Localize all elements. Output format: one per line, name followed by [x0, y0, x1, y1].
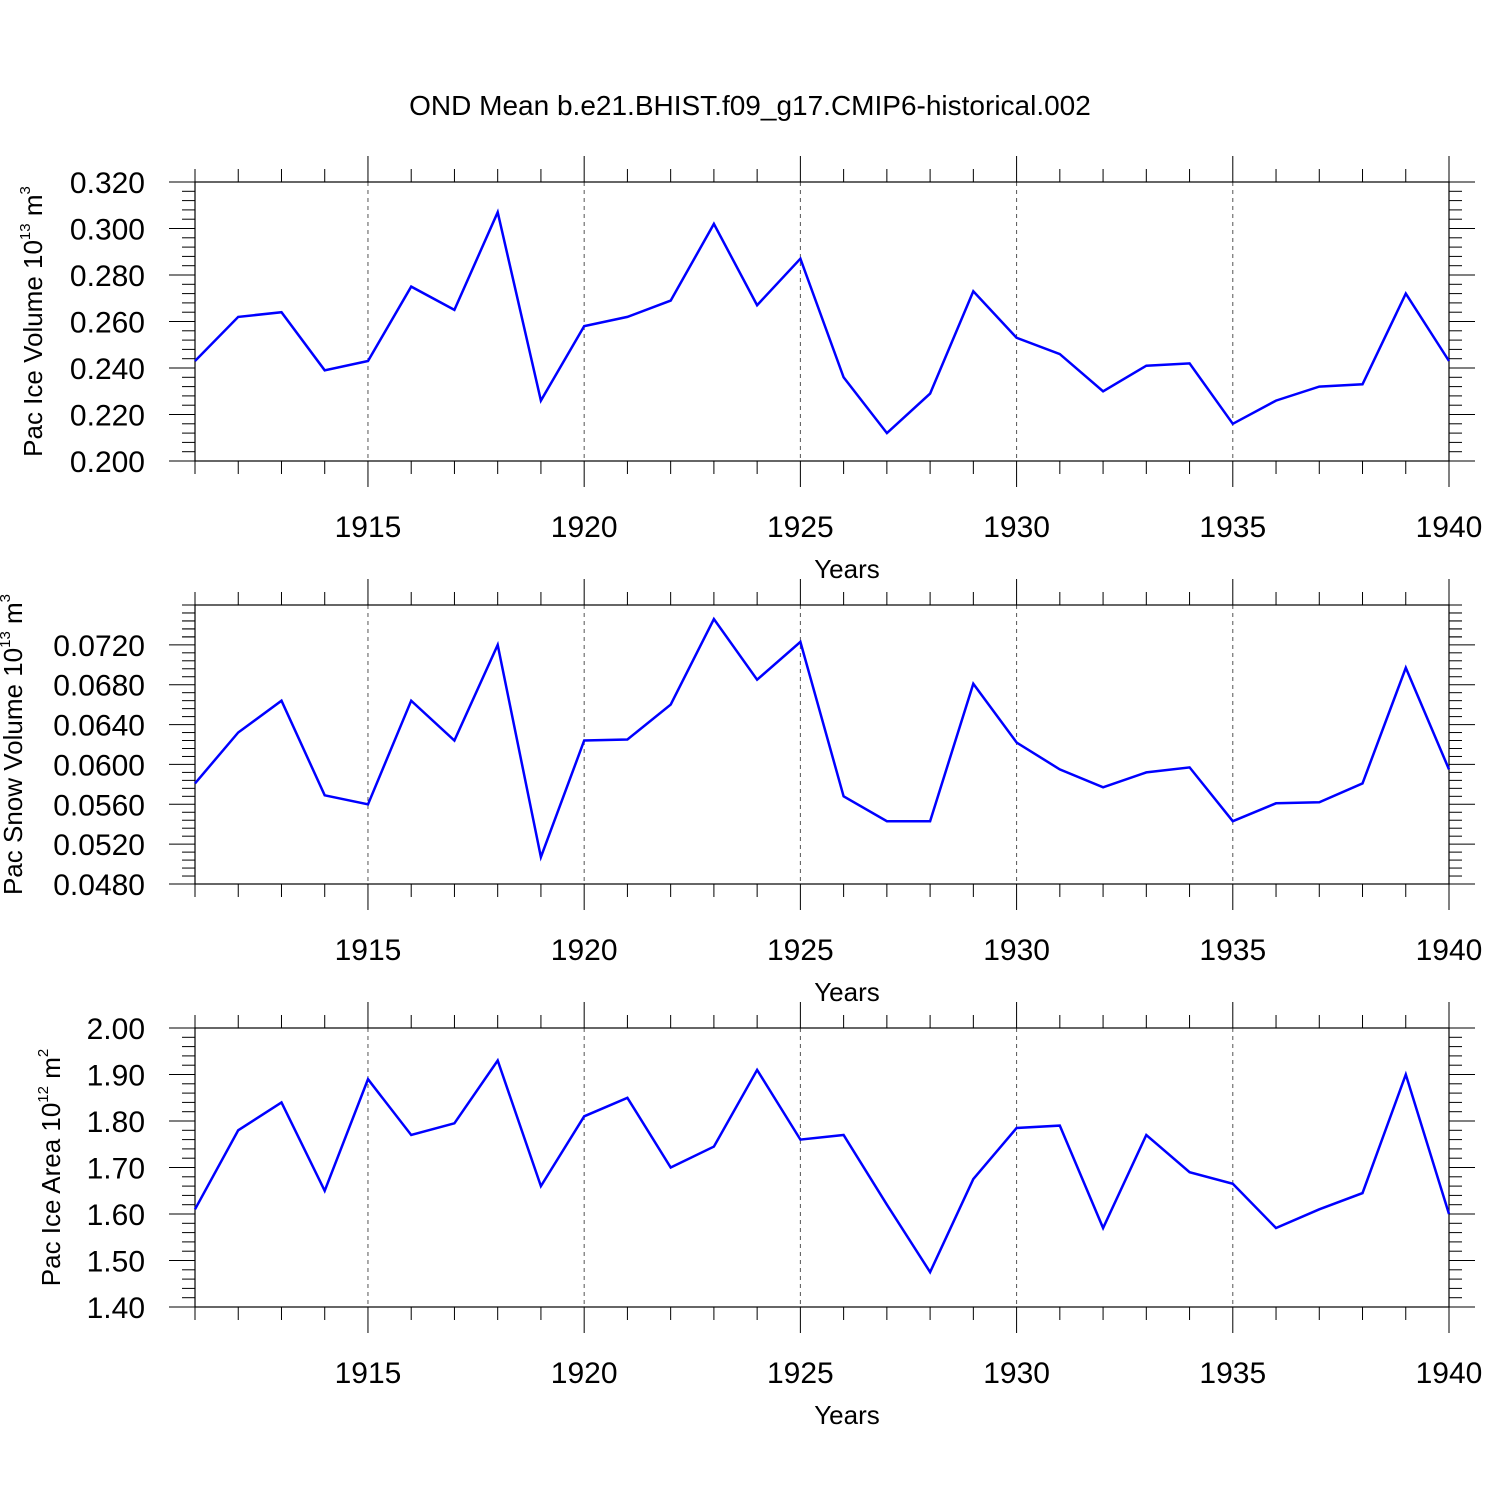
plot-frame	[194, 1027, 1450, 1308]
y-axis-label-exponent: 12	[35, 1086, 52, 1103]
y-axis-label-text: Pac Ice Volume 10	[18, 240, 48, 457]
x-tick-label: 1915	[335, 511, 402, 544]
x-tick-label: 1925	[767, 1357, 834, 1390]
y-axis-label-unit: m	[18, 194, 48, 223]
y-axis-label-text: Pac Ice Area 10	[36, 1103, 66, 1287]
x-tick-label: 1940	[1416, 1357, 1483, 1390]
panel-1: 0.200 0.220 0.240 0.260 0.280 0.300 0.320 1915 1…	[17, 156, 1482, 584]
y-tick-label: 0.300	[70, 214, 145, 247]
x-axis-label: Years	[814, 1400, 880, 1430]
y-axis-label: Pac Snow Volume 1013 m3	[0, 594, 28, 895]
y-tick-label: 0.0640	[53, 710, 145, 743]
y-tick-label: 0.240	[70, 353, 145, 386]
series-line	[193, 1057, 1451, 1275]
plot-frame	[194, 604, 1450, 885]
x-tick-label: 1920	[551, 511, 618, 544]
x-tick-label: 1925	[767, 511, 834, 544]
y-axis-label-unit-exponent: 3	[0, 594, 14, 602]
x-tick-label: 1930	[983, 934, 1050, 967]
y-axis-label-unit-exponent: 2	[35, 1049, 52, 1057]
x-tick-label: 1925	[767, 934, 834, 967]
x-tick-label: 1920	[551, 934, 618, 967]
x-axis-label: Years	[814, 977, 880, 1007]
x-tick-label: 1930	[983, 1357, 1050, 1390]
y-tick-label: 0.0600	[53, 749, 145, 782]
series-line	[194, 208, 1451, 435]
x-tick-label: 1915	[335, 934, 402, 967]
y-tick-label: 1.70	[87, 1153, 145, 1186]
y-tick-label: 1.40	[87, 1292, 145, 1325]
x-tick-label: 1920	[551, 1357, 618, 1390]
y-axis-label-unit: m	[36, 1057, 66, 1086]
x-tick-label: 1935	[1199, 511, 1266, 544]
y-tick-label: 0.260	[70, 307, 145, 340]
y-axis-label: Pac Ice Volume 1013 m3	[17, 186, 48, 457]
y-tick-label: 2.00	[87, 1013, 145, 1046]
y-axis-label: Pac Ice Area 1012 m2	[35, 1049, 66, 1286]
y-tick-label: 1.90	[87, 1060, 145, 1093]
y-tick-label: 0.320	[70, 167, 145, 200]
x-tick-label: 1935	[1199, 1357, 1266, 1390]
x-tick-label: 1940	[1416, 511, 1483, 544]
x-tick-label: 1935	[1199, 934, 1266, 967]
series-line	[194, 616, 1451, 862]
y-tick-label: 1.50	[87, 1246, 145, 1279]
y-tick-label: 0.0680	[53, 670, 145, 703]
y-tick-label: 0.0480	[53, 869, 145, 902]
y-tick-label: 0.220	[70, 400, 145, 433]
y-tick-label: 0.200	[70, 446, 145, 479]
x-tick-label: 1930	[983, 511, 1050, 544]
y-axis-label-unit-exponent: 3	[17, 186, 34, 194]
y-axis-label-unit: m	[0, 602, 28, 631]
y-tick-label: 0.0520	[53, 829, 145, 862]
x-tick-label: 1940	[1416, 934, 1483, 967]
y-tick-label: 0.0720	[53, 630, 145, 663]
x-axis-label: Years	[814, 554, 880, 584]
y-axis-label-exponent: 13	[0, 631, 14, 648]
panel-3: 1.40 1.50 1.60 1.70 1.80 1.90 2.00 1915 1920 1925…	[35, 1002, 1482, 1430]
figure-title: OND Mean b.e21.BHIST.f09_g17.CMIP6-histo…	[409, 90, 1091, 121]
y-tick-label: 1.60	[87, 1199, 145, 1232]
x-tick-label: 1915	[335, 1357, 402, 1390]
y-axis-label-exponent: 13	[17, 223, 34, 240]
panel-2: 0.0480 0.0520 0.0560 0.0600 0.0640 0.0680 0.07…	[0, 579, 1482, 1007]
y-tick-label: 1.80	[87, 1106, 145, 1139]
y-tick-label: 0.280	[70, 260, 145, 293]
y-tick-label: 0.0560	[53, 789, 145, 822]
y-axis-label-text: Pac Snow Volume 10	[0, 648, 28, 895]
